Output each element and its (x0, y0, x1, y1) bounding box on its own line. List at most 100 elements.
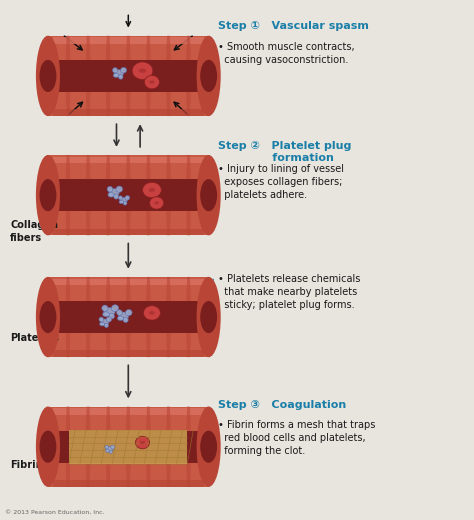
Ellipse shape (113, 73, 119, 77)
Ellipse shape (110, 445, 115, 449)
Polygon shape (146, 155, 151, 179)
Text: Step ①   Vascular spasm: Step ① Vascular spasm (218, 21, 369, 31)
Ellipse shape (139, 69, 146, 73)
Polygon shape (126, 463, 131, 487)
Polygon shape (126, 333, 131, 357)
Polygon shape (126, 92, 131, 116)
FancyBboxPatch shape (69, 430, 187, 463)
Polygon shape (166, 277, 171, 301)
Ellipse shape (117, 310, 122, 316)
Text: • Platelets release chemicals
  that make nearby platelets
  sticky; platelet pl: • Platelets release chemicals that make … (218, 274, 360, 310)
Ellipse shape (36, 407, 60, 487)
Ellipse shape (118, 196, 123, 200)
Ellipse shape (143, 182, 161, 198)
Polygon shape (166, 463, 171, 487)
Polygon shape (186, 407, 191, 431)
Ellipse shape (105, 449, 109, 452)
Polygon shape (166, 333, 171, 357)
Polygon shape (126, 155, 131, 179)
Ellipse shape (150, 197, 164, 209)
Ellipse shape (126, 309, 132, 316)
Ellipse shape (123, 201, 127, 205)
Text: Collagen
fibers: Collagen fibers (10, 220, 58, 243)
Ellipse shape (109, 189, 119, 197)
Polygon shape (86, 407, 91, 431)
FancyBboxPatch shape (53, 157, 204, 163)
Polygon shape (106, 36, 110, 60)
Ellipse shape (149, 81, 155, 84)
Text: Step ②   Platelet plug
              formation: Step ② Platelet plug formation (218, 141, 351, 163)
FancyBboxPatch shape (48, 155, 209, 179)
Polygon shape (146, 211, 151, 236)
Polygon shape (66, 407, 71, 431)
Ellipse shape (36, 36, 60, 116)
Polygon shape (186, 277, 191, 301)
Polygon shape (86, 92, 91, 116)
Ellipse shape (36, 277, 60, 357)
Polygon shape (66, 92, 71, 116)
Ellipse shape (140, 441, 145, 444)
Text: Step ③   Coagulation: Step ③ Coagulation (218, 400, 346, 410)
Ellipse shape (132, 62, 153, 80)
Ellipse shape (39, 431, 56, 463)
Polygon shape (146, 36, 151, 60)
Ellipse shape (39, 60, 56, 92)
Ellipse shape (102, 312, 109, 317)
Ellipse shape (123, 317, 128, 322)
Ellipse shape (111, 305, 119, 311)
Polygon shape (166, 407, 171, 431)
Ellipse shape (108, 192, 114, 197)
Ellipse shape (105, 445, 109, 449)
Ellipse shape (109, 314, 115, 319)
Ellipse shape (149, 311, 155, 315)
Polygon shape (126, 36, 131, 60)
Polygon shape (86, 155, 91, 179)
Ellipse shape (145, 75, 159, 89)
Ellipse shape (119, 200, 124, 204)
FancyBboxPatch shape (48, 407, 209, 431)
Polygon shape (186, 333, 191, 357)
Ellipse shape (102, 305, 108, 311)
Text: • Injury to lining of vessel
  exposes collagen fibers;
  platelets adhere.: • Injury to lining of vessel exposes col… (218, 164, 344, 200)
Ellipse shape (109, 450, 112, 453)
Polygon shape (66, 463, 71, 487)
Polygon shape (126, 407, 131, 431)
Polygon shape (86, 333, 91, 357)
Polygon shape (146, 277, 151, 301)
Ellipse shape (114, 194, 119, 199)
FancyBboxPatch shape (48, 333, 209, 357)
Polygon shape (146, 407, 151, 431)
FancyBboxPatch shape (53, 37, 204, 44)
Polygon shape (146, 333, 151, 357)
FancyBboxPatch shape (48, 463, 209, 487)
Text: • Fibrin forms a mesh that traps
  red blood cells and platelets,
  forming the : • Fibrin forms a mesh that traps red blo… (218, 420, 375, 456)
Ellipse shape (106, 447, 113, 452)
Ellipse shape (118, 316, 124, 320)
Ellipse shape (100, 319, 109, 326)
Ellipse shape (144, 306, 160, 320)
Ellipse shape (149, 188, 155, 192)
Polygon shape (166, 36, 171, 60)
Ellipse shape (120, 67, 127, 73)
FancyBboxPatch shape (48, 277, 209, 301)
Polygon shape (66, 36, 71, 60)
Ellipse shape (118, 74, 123, 79)
Ellipse shape (197, 36, 221, 116)
FancyBboxPatch shape (48, 60, 209, 92)
Ellipse shape (200, 179, 217, 211)
Ellipse shape (197, 407, 221, 487)
FancyBboxPatch shape (53, 109, 204, 116)
Ellipse shape (39, 301, 56, 333)
Text: © 2013 Pearson Education, Inc.: © 2013 Pearson Education, Inc. (5, 510, 105, 515)
Polygon shape (66, 155, 71, 179)
Polygon shape (86, 36, 91, 60)
Polygon shape (106, 407, 110, 431)
Polygon shape (146, 92, 151, 116)
Text: • Smooth muscle contracts,
  causing vasoconstriction.: • Smooth muscle contracts, causing vasoc… (218, 42, 355, 66)
Ellipse shape (197, 277, 221, 357)
FancyBboxPatch shape (48, 431, 209, 463)
Ellipse shape (106, 317, 112, 322)
Polygon shape (86, 277, 91, 301)
Ellipse shape (39, 179, 56, 211)
FancyBboxPatch shape (53, 480, 204, 487)
